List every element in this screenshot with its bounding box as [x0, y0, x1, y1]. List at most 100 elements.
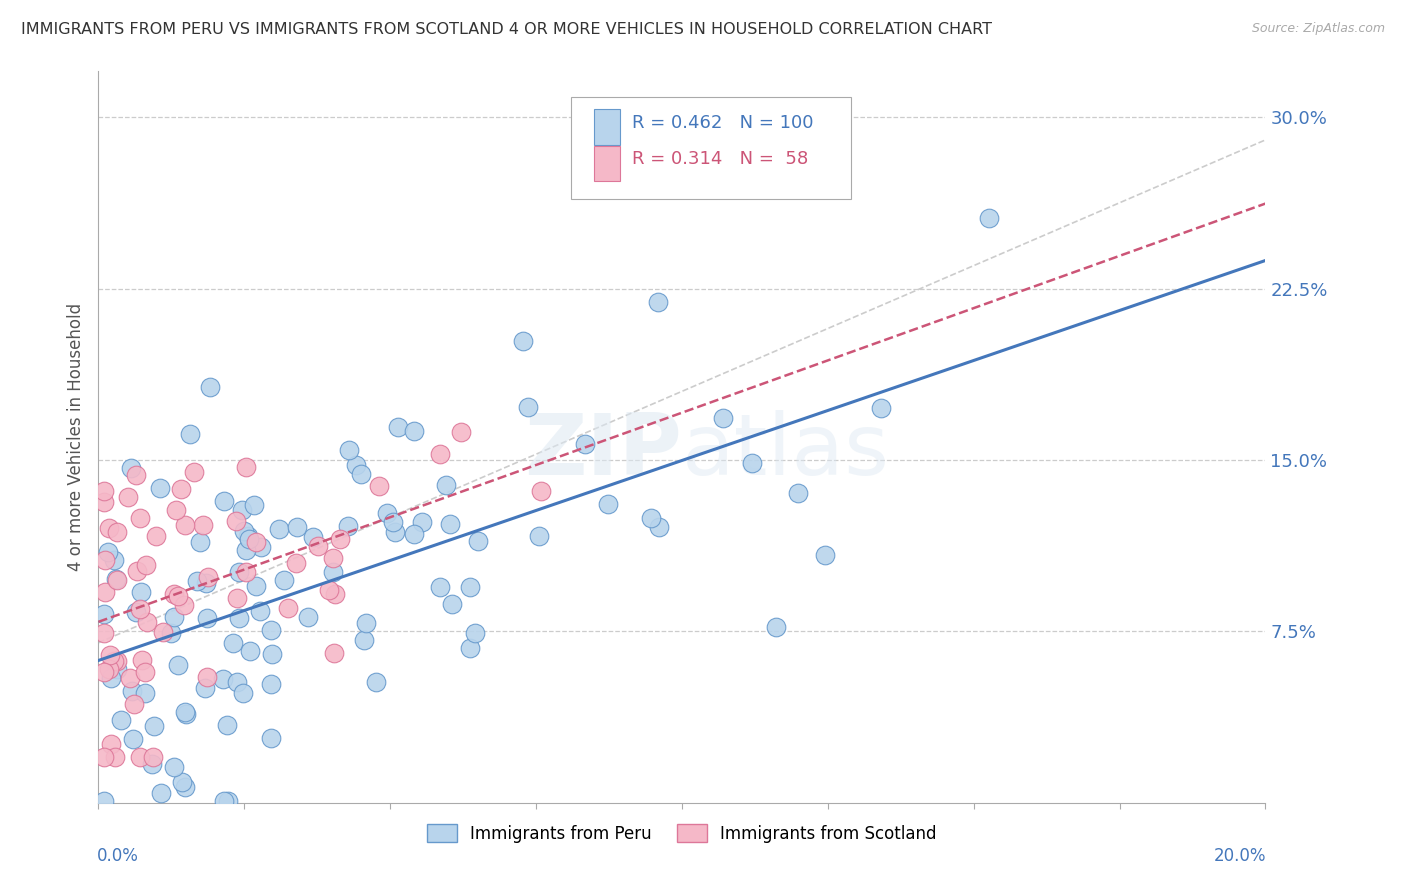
Point [105, 524, 128, 539]
Point [93, 607, 115, 621]
Bar [595, 110, 620, 145]
Point [129, 601, 152, 615]
Point [170, 775, 193, 789]
Point [134, 665, 156, 679]
Point [173, 599, 195, 613]
Point [212, 493, 235, 508]
Point [440, 597, 463, 611]
Point [195, 611, 218, 625]
Point [94, 553, 117, 567]
Point [191, 517, 214, 532]
Point [640, 511, 662, 525]
Point [260, 677, 283, 691]
Point [711, 411, 734, 425]
Point [741, 456, 763, 470]
Point [323, 646, 346, 660]
Text: Source: ZipAtlas.com: Source: ZipAtlas.com [1251, 22, 1385, 36]
Point [135, 558, 157, 573]
Point [321, 551, 343, 566]
Point [121, 684, 143, 698]
Y-axis label: 4 or more Vehicles in Household: 4 or more Vehicles in Household [66, 303, 84, 571]
Point [375, 506, 398, 520]
Point [104, 572, 127, 586]
Point [235, 565, 257, 579]
Point [350, 467, 373, 481]
Point [231, 686, 253, 700]
Point [169, 483, 191, 497]
Point [105, 662, 128, 676]
Point [129, 510, 152, 524]
Point [404, 424, 426, 438]
Point [439, 517, 461, 532]
Point [215, 718, 238, 732]
Point [366, 675, 388, 690]
Point [228, 611, 250, 625]
Point [356, 616, 378, 631]
Point [124, 467, 146, 482]
Point [977, 211, 1000, 225]
Point [179, 427, 201, 442]
Point [173, 705, 195, 719]
Point [260, 731, 283, 745]
Point [136, 615, 159, 629]
Point [467, 533, 489, 548]
Point [165, 503, 187, 517]
Point [384, 525, 406, 540]
Point [174, 518, 197, 533]
Point [297, 610, 319, 624]
Point [118, 671, 141, 685]
Point [260, 623, 283, 637]
Text: IMMIGRANTS FROM PERU VS IMMIGRANTS FROM SCOTLAND 4 OR MORE VEHICLES IN HOUSEHOLD: IMMIGRANTS FROM PERU VS IMMIGRANTS FROM … [21, 22, 993, 37]
Point [148, 481, 170, 495]
Point [353, 633, 375, 648]
Point [450, 425, 472, 439]
Point [245, 535, 267, 549]
Point [152, 624, 174, 639]
Point [117, 490, 139, 504]
Point [249, 604, 271, 618]
Point [322, 565, 344, 579]
Point [277, 601, 299, 615]
Point [814, 548, 837, 562]
Point [787, 486, 810, 500]
Text: R = 0.314   N =  58: R = 0.314 N = 58 [631, 150, 808, 168]
Point [163, 610, 186, 624]
Legend: Immigrants from Peru, Immigrants from Scotland: Immigrants from Peru, Immigrants from Sc… [420, 818, 943, 849]
Point [163, 760, 186, 774]
Point [596, 497, 619, 511]
Point [124, 697, 146, 711]
Point [188, 535, 211, 549]
Point [129, 585, 152, 599]
Point [120, 460, 142, 475]
Point [217, 793, 239, 807]
Point [105, 654, 128, 668]
Point [197, 570, 219, 584]
Point [382, 515, 405, 529]
Point [222, 636, 245, 650]
Point [105, 573, 128, 587]
Point [194, 681, 217, 695]
Point [141, 757, 163, 772]
Text: 20.0%: 20.0% [1213, 847, 1267, 864]
Point [100, 737, 122, 751]
Point [307, 539, 329, 553]
Text: R = 0.462   N = 100: R = 0.462 N = 100 [631, 113, 813, 131]
Point [402, 526, 425, 541]
Point [238, 532, 260, 546]
Point [235, 542, 257, 557]
Point [129, 750, 152, 764]
FancyBboxPatch shape [571, 97, 851, 200]
Point [436, 478, 458, 492]
Point [166, 657, 188, 672]
Point [527, 529, 550, 543]
Point [200, 380, 222, 394]
Point [301, 530, 323, 544]
Point [273, 573, 295, 587]
Point [104, 750, 127, 764]
Point [97, 662, 120, 676]
Point [103, 553, 125, 567]
Point [93, 793, 115, 807]
Point [212, 793, 235, 807]
Point [103, 654, 125, 668]
Point [93, 665, 115, 679]
